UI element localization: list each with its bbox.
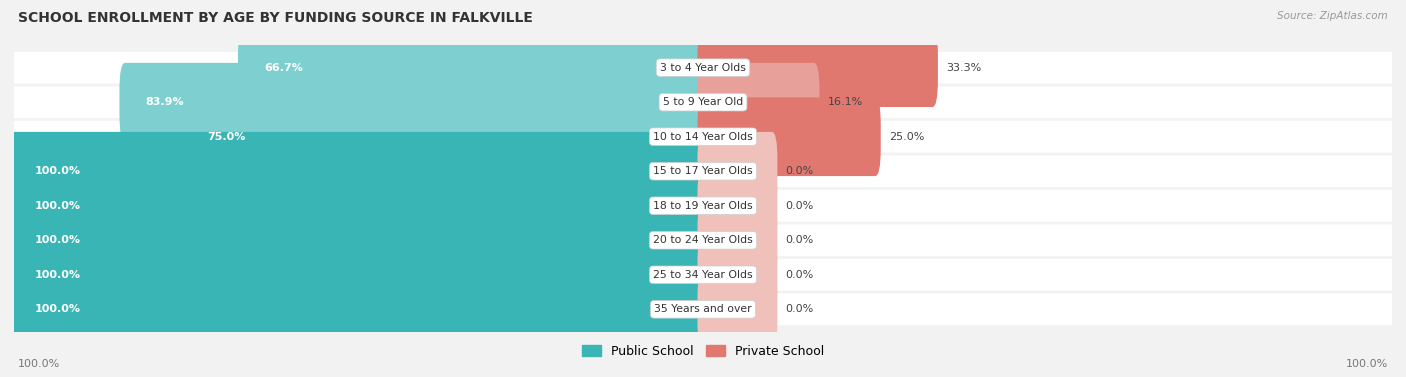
- FancyBboxPatch shape: [697, 236, 778, 314]
- Text: 100.0%: 100.0%: [18, 359, 60, 369]
- FancyBboxPatch shape: [0, 259, 1406, 291]
- Text: Source: ZipAtlas.com: Source: ZipAtlas.com: [1277, 11, 1388, 21]
- FancyBboxPatch shape: [8, 270, 709, 349]
- FancyBboxPatch shape: [8, 236, 709, 314]
- Text: 5 to 9 Year Old: 5 to 9 Year Old: [662, 97, 744, 107]
- FancyBboxPatch shape: [0, 155, 1406, 187]
- Text: 75.0%: 75.0%: [207, 132, 245, 142]
- Text: 0.0%: 0.0%: [786, 304, 814, 314]
- FancyBboxPatch shape: [120, 63, 709, 141]
- FancyBboxPatch shape: [8, 132, 709, 211]
- Text: 100.0%: 100.0%: [35, 235, 80, 245]
- Text: 0.0%: 0.0%: [786, 201, 814, 211]
- FancyBboxPatch shape: [697, 28, 938, 107]
- FancyBboxPatch shape: [0, 52, 1406, 84]
- Text: 3 to 4 Year Olds: 3 to 4 Year Olds: [659, 63, 747, 73]
- Text: 20 to 24 Year Olds: 20 to 24 Year Olds: [654, 235, 752, 245]
- Text: 66.7%: 66.7%: [264, 63, 304, 73]
- FancyBboxPatch shape: [697, 166, 778, 245]
- Text: 18 to 19 Year Olds: 18 to 19 Year Olds: [654, 201, 752, 211]
- Text: 35 Years and over: 35 Years and over: [654, 304, 752, 314]
- FancyBboxPatch shape: [697, 201, 778, 280]
- FancyBboxPatch shape: [697, 63, 820, 141]
- Text: 100.0%: 100.0%: [1346, 359, 1388, 369]
- Text: 25.0%: 25.0%: [889, 132, 924, 142]
- FancyBboxPatch shape: [697, 97, 880, 176]
- FancyBboxPatch shape: [0, 224, 1406, 256]
- Text: 0.0%: 0.0%: [786, 235, 814, 245]
- FancyBboxPatch shape: [697, 132, 778, 211]
- FancyBboxPatch shape: [0, 86, 1406, 118]
- Text: 100.0%: 100.0%: [35, 270, 80, 280]
- FancyBboxPatch shape: [0, 190, 1406, 222]
- FancyBboxPatch shape: [238, 28, 709, 107]
- Text: 25 to 34 Year Olds: 25 to 34 Year Olds: [654, 270, 752, 280]
- FancyBboxPatch shape: [0, 293, 1406, 325]
- Text: 100.0%: 100.0%: [35, 201, 80, 211]
- Text: 16.1%: 16.1%: [828, 97, 863, 107]
- Text: 83.9%: 83.9%: [146, 97, 184, 107]
- Text: 15 to 17 Year Olds: 15 to 17 Year Olds: [654, 166, 752, 176]
- Text: 33.3%: 33.3%: [946, 63, 981, 73]
- Text: 0.0%: 0.0%: [786, 270, 814, 280]
- Text: SCHOOL ENROLLMENT BY AGE BY FUNDING SOURCE IN FALKVILLE: SCHOOL ENROLLMENT BY AGE BY FUNDING SOUR…: [18, 11, 533, 25]
- FancyBboxPatch shape: [181, 97, 709, 176]
- FancyBboxPatch shape: [8, 166, 709, 245]
- FancyBboxPatch shape: [697, 270, 778, 349]
- FancyBboxPatch shape: [0, 121, 1406, 153]
- FancyBboxPatch shape: [8, 201, 709, 280]
- Text: 10 to 14 Year Olds: 10 to 14 Year Olds: [654, 132, 752, 142]
- Text: 100.0%: 100.0%: [35, 166, 80, 176]
- Text: 0.0%: 0.0%: [786, 166, 814, 176]
- Text: 100.0%: 100.0%: [35, 304, 80, 314]
- Legend: Public School, Private School: Public School, Private School: [576, 340, 830, 363]
